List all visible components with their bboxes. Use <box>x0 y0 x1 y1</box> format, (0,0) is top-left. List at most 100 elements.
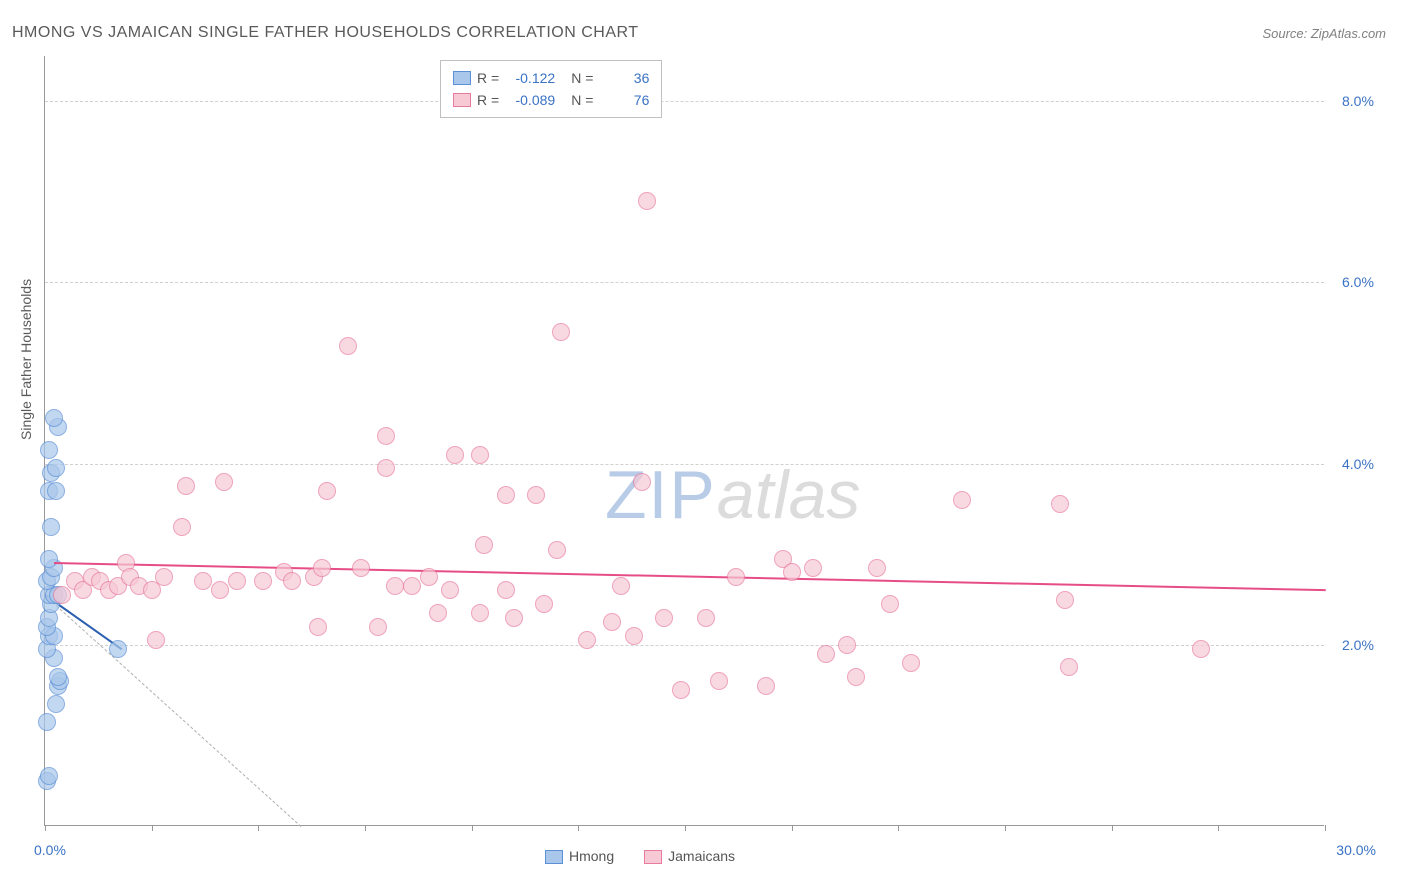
hmong-marker <box>47 459 65 477</box>
jamaicans-marker <box>638 192 656 210</box>
n-label: N = <box>571 67 593 89</box>
jamaicans-marker <box>173 518 191 536</box>
jamaicans-marker <box>143 581 161 599</box>
jamaicans-marker <box>817 645 835 663</box>
legend-item-hmong: Hmong <box>545 848 614 864</box>
x-tick <box>258 825 259 831</box>
r-label: R = <box>477 89 499 111</box>
jamaicans-marker <box>1060 658 1078 676</box>
x-tick <box>365 825 366 831</box>
plot-area: ZIPatlas <box>44 56 1324 826</box>
jamaicans-marker <box>953 491 971 509</box>
hmong-label: Hmong <box>569 848 614 864</box>
gridline <box>45 101 1324 102</box>
jamaicans-marker <box>377 427 395 445</box>
hmong-marker <box>49 668 67 686</box>
hmong-swatch <box>453 71 471 85</box>
jamaicans-marker <box>386 577 404 595</box>
x-tick <box>1005 825 1006 831</box>
jamaicans-marker <box>369 618 387 636</box>
jamaicans-r-value: -0.089 <box>505 89 555 111</box>
hmong-marker <box>38 713 56 731</box>
watermark-atlas: atlas <box>717 457 861 533</box>
legend-row-jamaicans: R = -0.089 N = 76 <box>453 89 649 111</box>
jamaicans-marker <box>697 609 715 627</box>
jamaicans-marker <box>471 446 489 464</box>
jamaicans-marker <box>548 541 566 559</box>
jamaicans-marker <box>471 604 489 622</box>
jamaicans-marker <box>625 627 643 645</box>
x-tick <box>578 825 579 831</box>
jamaicans-marker <box>446 446 464 464</box>
jamaicans-marker <box>318 482 336 500</box>
jamaicans-marker <box>603 613 621 631</box>
jamaicans-marker <box>633 473 651 491</box>
x-max-label: 30.0% <box>1336 842 1376 858</box>
jamaicans-marker <box>505 609 523 627</box>
jamaicans-marker <box>655 609 673 627</box>
jamaicans-marker <box>1192 640 1210 658</box>
jamaicans-marker <box>868 559 886 577</box>
hmong-marker <box>40 767 58 785</box>
jamaicans-marker <box>881 595 899 613</box>
jamaicans-marker <box>377 459 395 477</box>
gridline <box>45 645 1324 646</box>
jamaicans-marker <box>53 586 71 604</box>
jamaicans-marker <box>847 668 865 686</box>
chart-container: HMONG VS JAMAICAN SINGLE FATHER HOUSEHOL… <box>0 0 1406 892</box>
jamaicans-marker <box>228 572 246 590</box>
jamaicans-label: Jamaicans <box>668 848 735 864</box>
hmong-swatch-icon <box>545 850 563 864</box>
jamaicans-n-value: 76 <box>599 89 649 111</box>
jamaicans-marker <box>1056 591 1074 609</box>
jamaicans-marker <box>578 631 596 649</box>
y-tick-label: 4.0% <box>1342 456 1374 472</box>
y-tick-label: 6.0% <box>1342 274 1374 290</box>
source-label: Source: ZipAtlas.com <box>1262 26 1386 41</box>
x-tick <box>898 825 899 831</box>
gridline <box>45 464 1324 465</box>
chart-title: HMONG VS JAMAICAN SINGLE FATHER HOUSEHOL… <box>12 24 639 42</box>
hmong-marker <box>40 550 58 568</box>
jamaicans-marker <box>804 559 822 577</box>
x-tick <box>1112 825 1113 831</box>
hmong-marker <box>109 640 127 658</box>
jamaicans-swatch <box>453 93 471 107</box>
jamaicans-marker <box>352 559 370 577</box>
jamaicans-marker <box>672 681 690 699</box>
x-tick <box>792 825 793 831</box>
jamaicans-marker <box>902 654 920 672</box>
jamaicans-marker <box>147 631 165 649</box>
legend-row-hmong: R = -0.122 N = 36 <box>453 67 649 89</box>
correlation-legend: R = -0.122 N = 36 R = -0.089 N = 76 <box>440 60 662 118</box>
hmong-marker <box>47 482 65 500</box>
y-tick-label: 8.0% <box>1342 93 1374 109</box>
watermark-zip: ZIP <box>605 457 717 533</box>
x-min-label: 0.0% <box>34 842 66 858</box>
legend-item-jamaicans: Jamaicans <box>644 848 735 864</box>
y-axis-label: Single Father Households <box>18 279 34 440</box>
x-tick <box>152 825 153 831</box>
jamaicans-marker <box>309 618 327 636</box>
hmong-marker <box>40 441 58 459</box>
jamaicans-marker <box>497 581 515 599</box>
jamaicans-marker <box>535 595 553 613</box>
hmong-marker <box>42 518 60 536</box>
jamaicans-marker <box>757 677 775 695</box>
jamaicans-marker <box>429 604 447 622</box>
jamaicans-marker <box>420 568 438 586</box>
x-tick <box>45 825 46 831</box>
watermark: ZIPatlas <box>605 456 860 534</box>
jamaicans-marker <box>441 581 459 599</box>
hmong-marker <box>47 695 65 713</box>
hmong-n-value: 36 <box>599 67 649 89</box>
jamaicans-marker <box>211 581 229 599</box>
jamaicans-marker <box>783 563 801 581</box>
series-legend: Hmong Jamaicans <box>545 848 735 864</box>
y-tick-label: 2.0% <box>1342 637 1374 653</box>
jamaicans-marker <box>254 572 272 590</box>
jamaicans-marker <box>527 486 545 504</box>
r-label: R = <box>477 67 499 89</box>
jamaicans-marker <box>1051 495 1069 513</box>
x-tick <box>685 825 686 831</box>
